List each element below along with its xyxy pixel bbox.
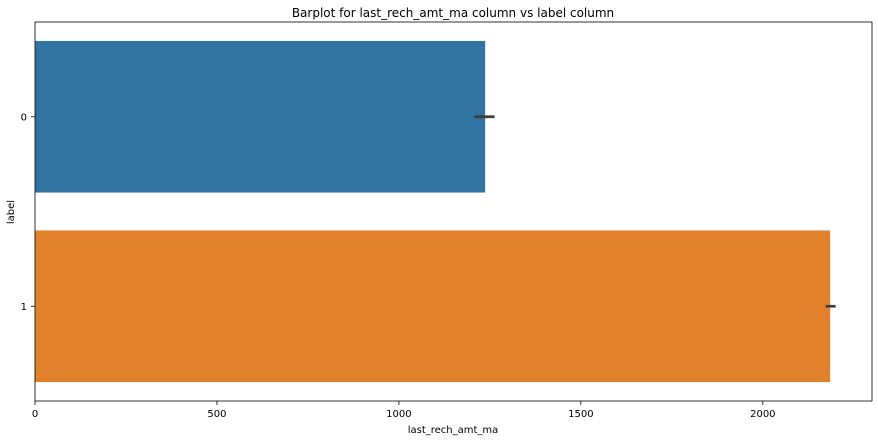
plot-frame <box>34 21 873 402</box>
bar-1 <box>35 230 831 383</box>
y-tick-label: 1 <box>21 302 27 313</box>
x-axis-label: last_rech_amt_ma <box>408 425 499 436</box>
x-tick-label: 0 <box>32 409 38 420</box>
plot-area <box>35 40 836 383</box>
x-tick-label: 1500 <box>568 409 593 420</box>
x-tick-label: 500 <box>207 409 226 420</box>
x-tick-label: 1000 <box>386 409 411 420</box>
y-tick-label: 0 <box>21 112 27 123</box>
chart-title: Barplot for last_rech_amt_ma column vs l… <box>292 6 614 20</box>
x-axis-ticks: 0 500 1000 1500 2000 <box>32 401 776 420</box>
bar-0 <box>35 40 486 193</box>
y-axis-label: label <box>6 200 17 224</box>
x-tick-label: 2000 <box>750 409 775 420</box>
y-axis-ticks: 01 <box>21 112 35 313</box>
